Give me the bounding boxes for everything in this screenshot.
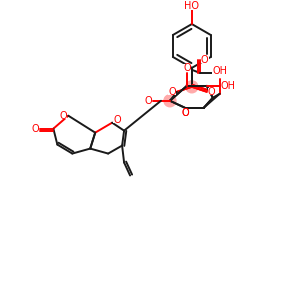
Bar xyxy=(201,56,209,63)
Text: OH: OH xyxy=(212,66,227,76)
Bar xyxy=(185,3,199,10)
Text: O: O xyxy=(144,96,152,106)
Bar xyxy=(32,125,39,132)
Bar xyxy=(212,67,228,75)
Bar xyxy=(59,112,67,119)
Text: O: O xyxy=(183,63,191,73)
Text: O: O xyxy=(181,108,189,118)
Text: O: O xyxy=(168,87,176,97)
Text: O: O xyxy=(201,55,208,65)
Bar xyxy=(222,82,234,89)
Circle shape xyxy=(164,95,176,107)
Bar xyxy=(168,88,176,95)
Bar xyxy=(181,109,189,116)
Text: HO: HO xyxy=(184,1,199,11)
Bar xyxy=(144,97,152,104)
Text: OH: OH xyxy=(220,81,235,91)
Bar xyxy=(183,64,191,71)
Text: O: O xyxy=(181,108,189,118)
Bar xyxy=(181,109,189,116)
Circle shape xyxy=(186,81,198,93)
Text: O: O xyxy=(208,87,216,97)
Text: O: O xyxy=(32,124,39,134)
Bar xyxy=(208,88,216,95)
Text: O: O xyxy=(59,111,67,121)
Bar xyxy=(113,116,121,123)
Text: O: O xyxy=(113,115,121,125)
